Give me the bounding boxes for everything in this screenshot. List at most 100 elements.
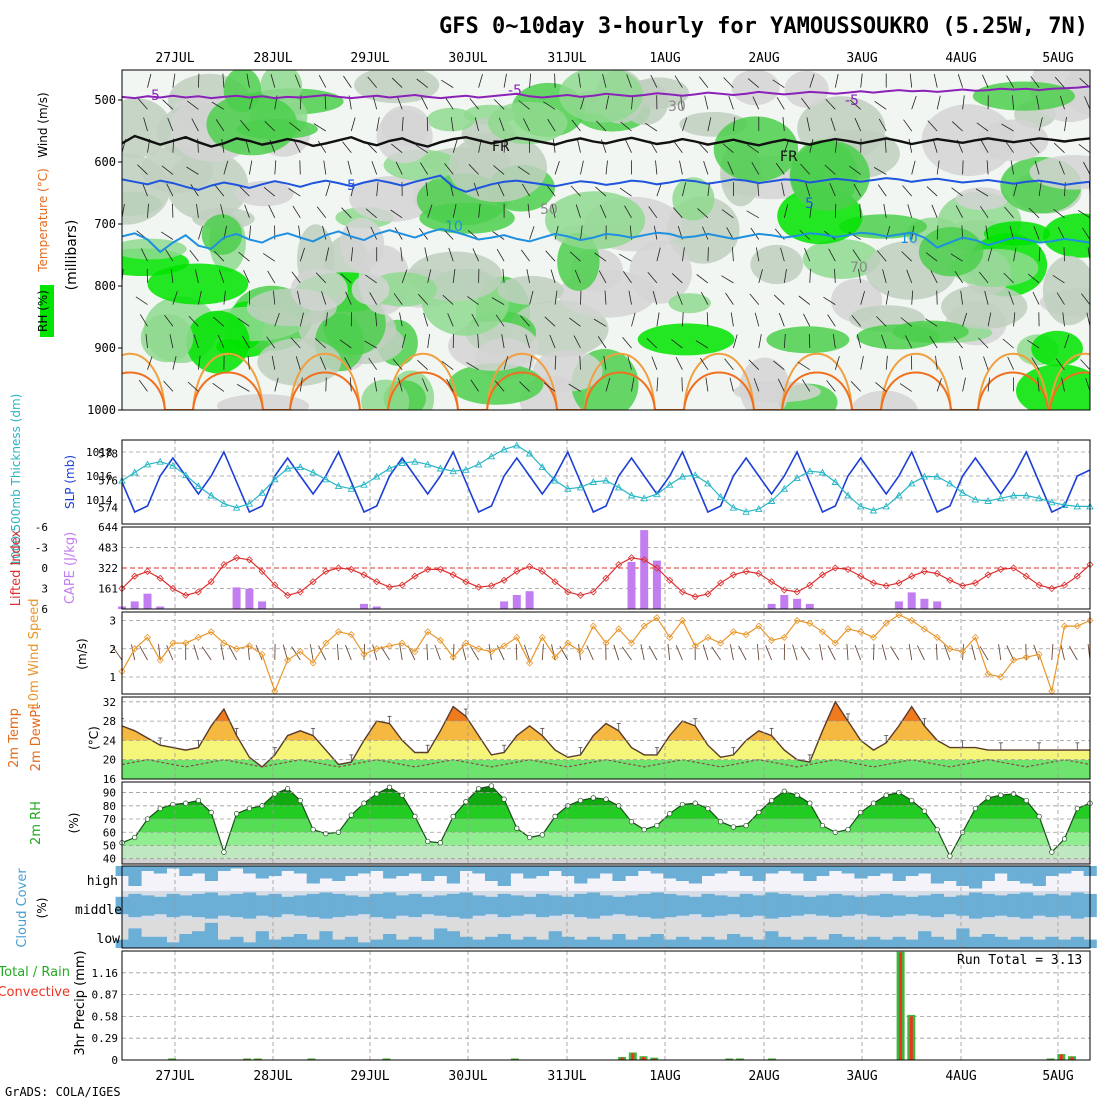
thickness-point-17 bbox=[334, 482, 343, 490]
surface-wind-barb-49 bbox=[738, 645, 747, 661]
day-label-bottom-6: 2AUG bbox=[748, 1069, 779, 1084]
thickness-point-11 bbox=[258, 488, 266, 496]
rh-blob-89 bbox=[1042, 255, 1090, 326]
upper-wind-barb-181 bbox=[420, 96, 429, 110]
cloud-high-bar-52 bbox=[777, 866, 792, 871]
upper-wind-barb-430 bbox=[823, 296, 836, 305]
upper-wind-barb-351 bbox=[697, 208, 709, 219]
rh-blob-130 bbox=[856, 324, 940, 350]
upper-wind-barb-185 bbox=[425, 182, 429, 197]
thickness-point-69 bbox=[997, 494, 1005, 502]
wind-speed-point-22 bbox=[398, 639, 406, 647]
cloud-middle-bar-25 bbox=[434, 895, 448, 916]
cloud-low-bar-56 bbox=[828, 934, 843, 948]
upper-wind-barb-118 bbox=[295, 356, 301, 370]
li-tick-4: 6 bbox=[41, 603, 48, 616]
upper-wind-barb-249 bbox=[526, 269, 530, 283]
upper-wind-barb-512 bbox=[976, 122, 989, 132]
cloud-low-bar-60 bbox=[879, 939, 893, 948]
cape-bar-53 bbox=[793, 598, 802, 609]
li-point-20 bbox=[373, 578, 381, 586]
precip-convective-bar-72 bbox=[909, 1016, 913, 1060]
upper-wind-barb-49 bbox=[186, 166, 199, 175]
upper-wind-barb-175 bbox=[393, 293, 403, 305]
cloud-middle-bar-55 bbox=[816, 895, 830, 916]
upper-wind-barb-553 bbox=[1031, 357, 1040, 370]
rh-point-15 bbox=[310, 826, 316, 833]
cloud-middle-bar-37 bbox=[586, 892, 601, 919]
rh-point-6 bbox=[195, 797, 202, 804]
upper-wind-barb-63 bbox=[221, 138, 225, 153]
cloud-low-bar-59 bbox=[867, 936, 881, 948]
wind-tick-0: 1 bbox=[109, 671, 116, 684]
cloud-middle-bar-74 bbox=[1058, 895, 1072, 916]
cloud-low-bar-8 bbox=[217, 939, 231, 948]
upper-wind-barb-463 bbox=[885, 355, 888, 370]
wind-speed-point-41 bbox=[640, 622, 648, 630]
cloud-middle-bar-27 bbox=[459, 892, 473, 919]
upper-wind-barb-506 bbox=[962, 312, 968, 327]
rh-point-30 bbox=[501, 796, 507, 802]
upper-wind-barb-166 bbox=[396, 96, 403, 110]
surface-wind-barb-7 bbox=[201, 646, 212, 661]
wind-speed-point-18 bbox=[347, 631, 355, 639]
upper-wind-barb-449 bbox=[850, 381, 861, 392]
upper-wind-barb-526 bbox=[1012, 95, 1014, 110]
rh-tick-3: 70 bbox=[103, 813, 116, 826]
cloud-high-bar-39 bbox=[612, 866, 626, 881]
contour-label-8: 10 bbox=[900, 231, 918, 247]
rh-point-59 bbox=[870, 800, 877, 806]
cloud-high-bar-70 bbox=[1007, 866, 1021, 881]
rh-blob-113 bbox=[713, 116, 799, 182]
upper-wind-barb-188 bbox=[424, 247, 429, 262]
cloud-middle-bar-51 bbox=[765, 892, 779, 919]
upper-wind-barb-534 bbox=[1003, 272, 1014, 284]
cloud-low-bar-21 bbox=[383, 934, 397, 948]
upper-wind-barb-499 bbox=[962, 160, 964, 175]
upper-wind-barb-286 bbox=[605, 95, 610, 110]
cloud-middle-bar-34 bbox=[548, 895, 562, 916]
upper-wind-barb-302 bbox=[620, 121, 632, 132]
thickness-point-36 bbox=[576, 483, 585, 491]
day-label-bottom-7: 3AUG bbox=[846, 1069, 877, 1084]
cloud-middle-bar-18 bbox=[344, 895, 359, 916]
upper-wind-barb-528 bbox=[1005, 140, 1014, 153]
surface-wind-barb-68 bbox=[979, 646, 989, 661]
temp-band-1 bbox=[122, 740, 1090, 760]
rh-point-71 bbox=[1023, 797, 1029, 804]
thickness-point-16 bbox=[322, 475, 330, 483]
upper-wind-barb-569 bbox=[1061, 377, 1065, 392]
wind-speed-point-70 bbox=[1010, 656, 1018, 664]
li-point-17 bbox=[334, 564, 343, 572]
upper-wind-barb-394 bbox=[775, 162, 785, 175]
cloud-low-bar-61 bbox=[892, 936, 906, 948]
cape-tick-2: 483 bbox=[98, 542, 118, 555]
rh-blob-85 bbox=[448, 363, 544, 405]
surface-wind-barb-57 bbox=[846, 643, 849, 661]
cloud-high-bar-57 bbox=[841, 866, 855, 874]
thickness-tick-1: 576 bbox=[98, 475, 118, 488]
upper-wind-barb-10 bbox=[122, 304, 123, 305]
upper-wind-barb-387 bbox=[758, 334, 762, 349]
thickness-point-28 bbox=[474, 460, 483, 468]
cape-bar-63 bbox=[920, 598, 929, 609]
li-point-14 bbox=[296, 588, 304, 596]
upper-wind-barb-222 bbox=[477, 333, 479, 349]
rh-point-37 bbox=[590, 795, 596, 801]
li-point-3 bbox=[156, 574, 164, 582]
surface-wind-barb-4 bbox=[166, 645, 174, 661]
thickness-point-52 bbox=[780, 484, 789, 492]
upper-wind-barb-183 bbox=[415, 144, 428, 154]
wind-speed-point-37 bbox=[589, 622, 597, 630]
wind-speed-point-20 bbox=[373, 645, 381, 653]
upper-wind-barb-289 bbox=[605, 160, 608, 175]
upper-wind-barb-562 bbox=[1057, 226, 1065, 240]
rh-point-48 bbox=[730, 824, 737, 830]
wind-speed-point-16 bbox=[322, 639, 330, 647]
cloud-high-bar-23 bbox=[408, 866, 422, 874]
isotherm-line-2 bbox=[122, 174, 1090, 193]
cloud-middle-bar-22 bbox=[395, 895, 409, 916]
upper-wind-barb-434 bbox=[826, 380, 836, 392]
upper-wind-barb-332 bbox=[682, 117, 688, 132]
upper-wind-barb-566 bbox=[1062, 312, 1065, 327]
